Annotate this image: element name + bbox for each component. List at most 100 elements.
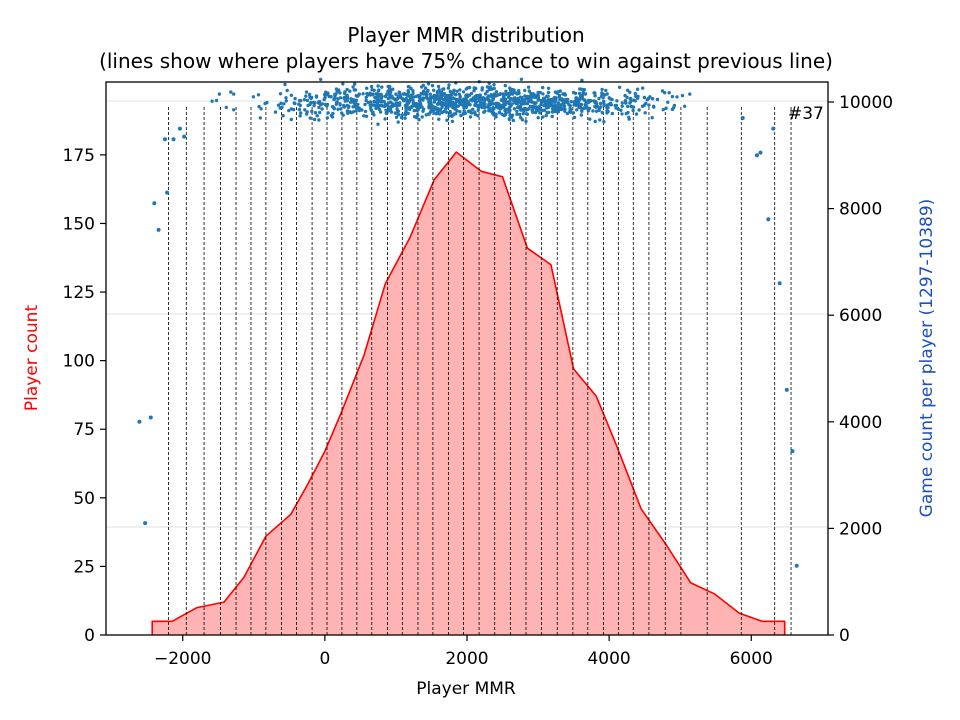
scatter-point	[386, 96, 390, 101]
scatter-point	[461, 90, 466, 94]
scatter-point	[306, 103, 310, 108]
scatter-point	[496, 93, 500, 97]
scatter-point	[411, 101, 415, 105]
scatter-point	[364, 95, 368, 100]
scatter-point	[421, 109, 425, 113]
scatter-point	[437, 117, 441, 121]
scatter-point	[152, 201, 157, 206]
scatter-point	[534, 106, 538, 110]
scatter-point	[635, 87, 640, 91]
scatter-point	[396, 109, 401, 114]
left-y-axis-label: Player count	[22, 305, 42, 412]
scatter-point	[620, 112, 624, 116]
scatter-point	[450, 103, 455, 108]
scatter-point	[364, 98, 368, 103]
scatter-point	[383, 117, 387, 121]
scatter-point	[257, 104, 261, 109]
scatter-point	[546, 110, 551, 115]
scatter-point	[541, 115, 545, 119]
scatter-point	[363, 109, 368, 114]
scatter-point	[386, 89, 390, 93]
scatter-point	[580, 107, 584, 112]
scatter-point	[667, 91, 671, 95]
scatter-point	[577, 103, 581, 107]
scatter-point	[386, 101, 391, 105]
scatter-point	[395, 104, 400, 108]
scatter-point	[510, 87, 515, 92]
scatter-point	[312, 117, 317, 122]
scatter-point	[304, 94, 308, 98]
scatter-point	[473, 112, 477, 117]
scatter-point	[372, 99, 376, 104]
scatter-point	[333, 92, 337, 97]
scatter-point	[515, 112, 519, 117]
scatter-point	[365, 91, 369, 96]
scatter-point	[376, 96, 380, 100]
scatter-point	[539, 101, 544, 105]
scatter-point	[605, 109, 609, 113]
scatter-point	[336, 107, 340, 112]
scatter-point	[414, 94, 419, 99]
scatter-point	[393, 111, 397, 115]
scatter-point	[284, 99, 288, 103]
scatter-point	[340, 111, 344, 115]
scatter-point	[603, 93, 607, 97]
scatter-point	[304, 90, 309, 94]
scatter-point	[538, 90, 542, 95]
scatter-point	[364, 114, 369, 119]
left-y-tick-label: 125	[63, 283, 95, 303]
scatter-point	[383, 102, 388, 106]
scatter-point	[447, 114, 451, 118]
scatter-point	[448, 89, 452, 94]
scatter-point	[574, 96, 578, 100]
scatter-point	[430, 83, 435, 88]
scatter-point	[445, 118, 449, 122]
scatter-point	[528, 104, 532, 109]
scatter-point	[476, 114, 480, 118]
scatter-point	[666, 100, 670, 105]
scatter-point	[354, 93, 358, 98]
scatter-point	[558, 97, 562, 102]
scatter-point	[602, 99, 606, 104]
scatter-point	[352, 88, 356, 92]
scatter-point	[494, 115, 498, 119]
scatter-point	[602, 103, 606, 108]
scatter-point	[371, 110, 375, 115]
scatter-point	[592, 91, 596, 95]
scatter-point	[483, 92, 488, 96]
scatter-point	[593, 119, 597, 124]
scatter-point	[287, 108, 291, 113]
scatter-point	[469, 91, 474, 96]
scatter-point	[450, 119, 455, 124]
scatter-point	[400, 113, 404, 117]
scatter-point	[571, 111, 576, 115]
scatter-point	[440, 110, 444, 115]
scatter-point	[442, 102, 446, 106]
scatter-point	[627, 115, 631, 120]
scatter-point	[442, 91, 447, 96]
scatter-point	[265, 100, 269, 105]
scatter-point	[563, 93, 567, 97]
scatter-point	[509, 102, 514, 107]
scatter-point	[428, 92, 432, 96]
scatter-point	[380, 85, 384, 89]
scatter-point	[363, 102, 367, 107]
scatter-point	[315, 114, 319, 118]
scatter-point	[251, 95, 256, 99]
left-y-tick-label: 50	[73, 489, 95, 509]
scatter-point	[307, 92, 312, 97]
scatter-point	[439, 96, 444, 100]
scatter-point	[640, 104, 645, 109]
right-y-axis-ticks: 0 2000 4000 6000 8000 10000	[828, 93, 893, 646]
scatter-point	[481, 96, 485, 100]
scatter-point	[542, 108, 547, 112]
left-y-tick-label: 175	[63, 146, 95, 166]
scatter-point	[586, 100, 591, 105]
scatter-point	[417, 118, 421, 122]
scatter-point	[410, 105, 414, 109]
scatter-point	[557, 95, 561, 99]
scatter-point	[404, 92, 408, 97]
scatter-point	[394, 92, 398, 96]
scatter-point	[398, 91, 402, 95]
scatter-point	[478, 103, 482, 107]
